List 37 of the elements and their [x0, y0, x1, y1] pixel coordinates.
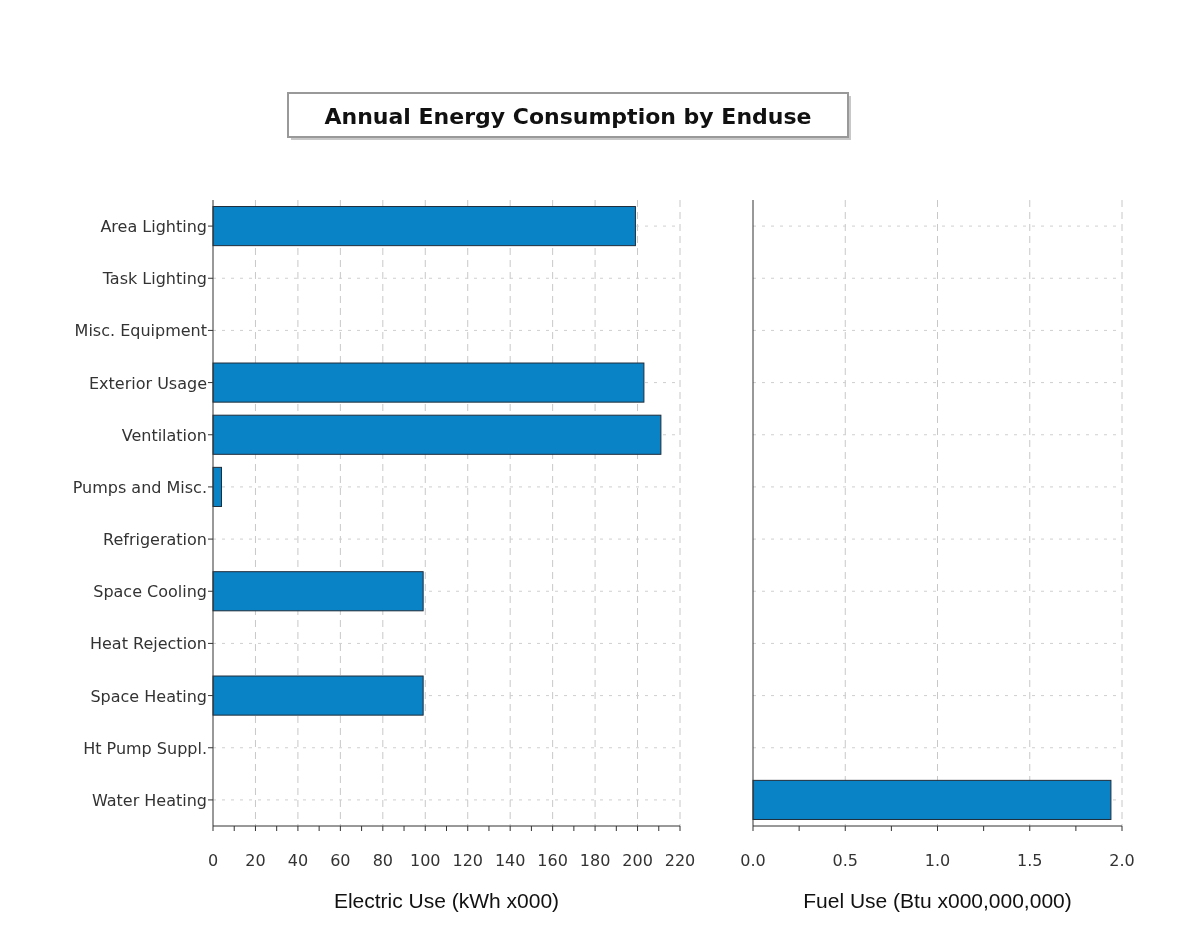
x-tick-label: 20 — [245, 851, 266, 870]
y-tick-label: Ht Pump Suppl. — [83, 738, 207, 758]
y-tick-label: Ventilation — [121, 425, 207, 445]
x-tick-label: 2.0 — [1109, 851, 1135, 870]
chart-title: Annual Energy Consumption by Enduse — [324, 104, 812, 129]
y-tick-label: Space Cooling — [93, 582, 207, 602]
x-tick-label: 0.0 — [740, 851, 766, 870]
bar — [212, 414, 662, 455]
bar — [212, 362, 645, 403]
x-axis-title: Electric Use (kWh x000) — [333, 889, 560, 912]
x-tick-label: 200 — [622, 851, 653, 870]
x-tick-label: 180 — [579, 851, 611, 870]
bar — [212, 206, 636, 247]
x-tick-label: 100 — [410, 851, 441, 870]
y-tick-label: Task Lighting — [101, 269, 207, 289]
bar — [212, 675, 424, 716]
x-tick-label: 1.5 — [1017, 851, 1043, 870]
x-tick-label: 40 — [287, 851, 309, 870]
x-tick-label: 140 — [494, 851, 526, 870]
x-tick-label: 120 — [452, 851, 483, 870]
x-tick-label: 80 — [372, 851, 393, 870]
y-tick-label: Area Lighting — [100, 217, 207, 237]
y-tick-label: Water Heating — [91, 790, 207, 810]
y-tick-label: Space Heating — [90, 686, 207, 706]
y-tick-label: Misc. Equipment — [74, 321, 207, 341]
y-tick-label: Refrigeration — [103, 530, 207, 550]
y-tick-label: Exterior Usage — [88, 373, 207, 393]
x-tick-label: 160 — [537, 851, 568, 870]
x-tick-label: 1.0 — [924, 851, 951, 870]
x-tick-label: 220 — [664, 851, 696, 870]
x-tick-label: 0.5 — [832, 851, 858, 870]
x-axis-title: Fuel Use (Btu x000,000,000) — [803, 889, 1072, 912]
y-tick-label: Pumps and Misc. — [72, 477, 207, 497]
y-tick-label: Heat Rejection — [89, 634, 207, 654]
bar — [212, 571, 424, 612]
x-tick-label: 60 — [330, 851, 351, 870]
x-tick-label: 0 — [207, 851, 219, 870]
